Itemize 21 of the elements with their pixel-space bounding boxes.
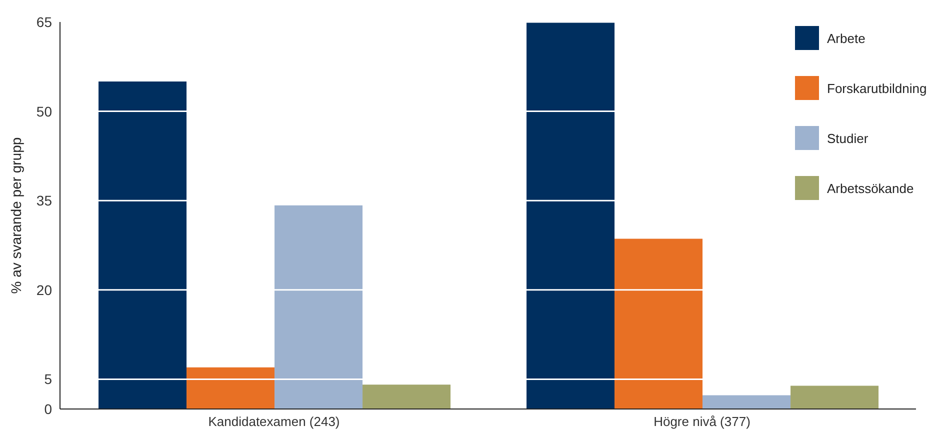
bar	[98, 82, 187, 409]
bar	[526, 22, 615, 409]
x-tick-label: Högre nivå (377)	[654, 414, 750, 430]
bar	[614, 238, 703, 409]
bar	[362, 384, 451, 409]
y-tick-label: 65	[36, 14, 52, 30]
legend-label: Arbete	[827, 30, 866, 46]
legend-label: Arbetssökande	[827, 180, 914, 196]
x-tick-label: Kandidatexamen (243)	[208, 414, 340, 430]
bar	[186, 367, 275, 409]
y-tick-label: 50	[36, 103, 52, 120]
bar	[702, 395, 791, 409]
y-tick-label: 20	[36, 282, 52, 298]
y-axis-title: % av svarande per grupp	[8, 137, 24, 294]
y-tick-label: 5	[44, 371, 52, 388]
legend-label: Forskarutbildning	[827, 80, 927, 96]
y-tick-label: 35	[36, 192, 52, 209]
legend-label: Studier	[827, 130, 868, 146]
y-tick-label: 0	[44, 400, 52, 417]
bar	[274, 205, 363, 409]
bar	[790, 386, 879, 409]
